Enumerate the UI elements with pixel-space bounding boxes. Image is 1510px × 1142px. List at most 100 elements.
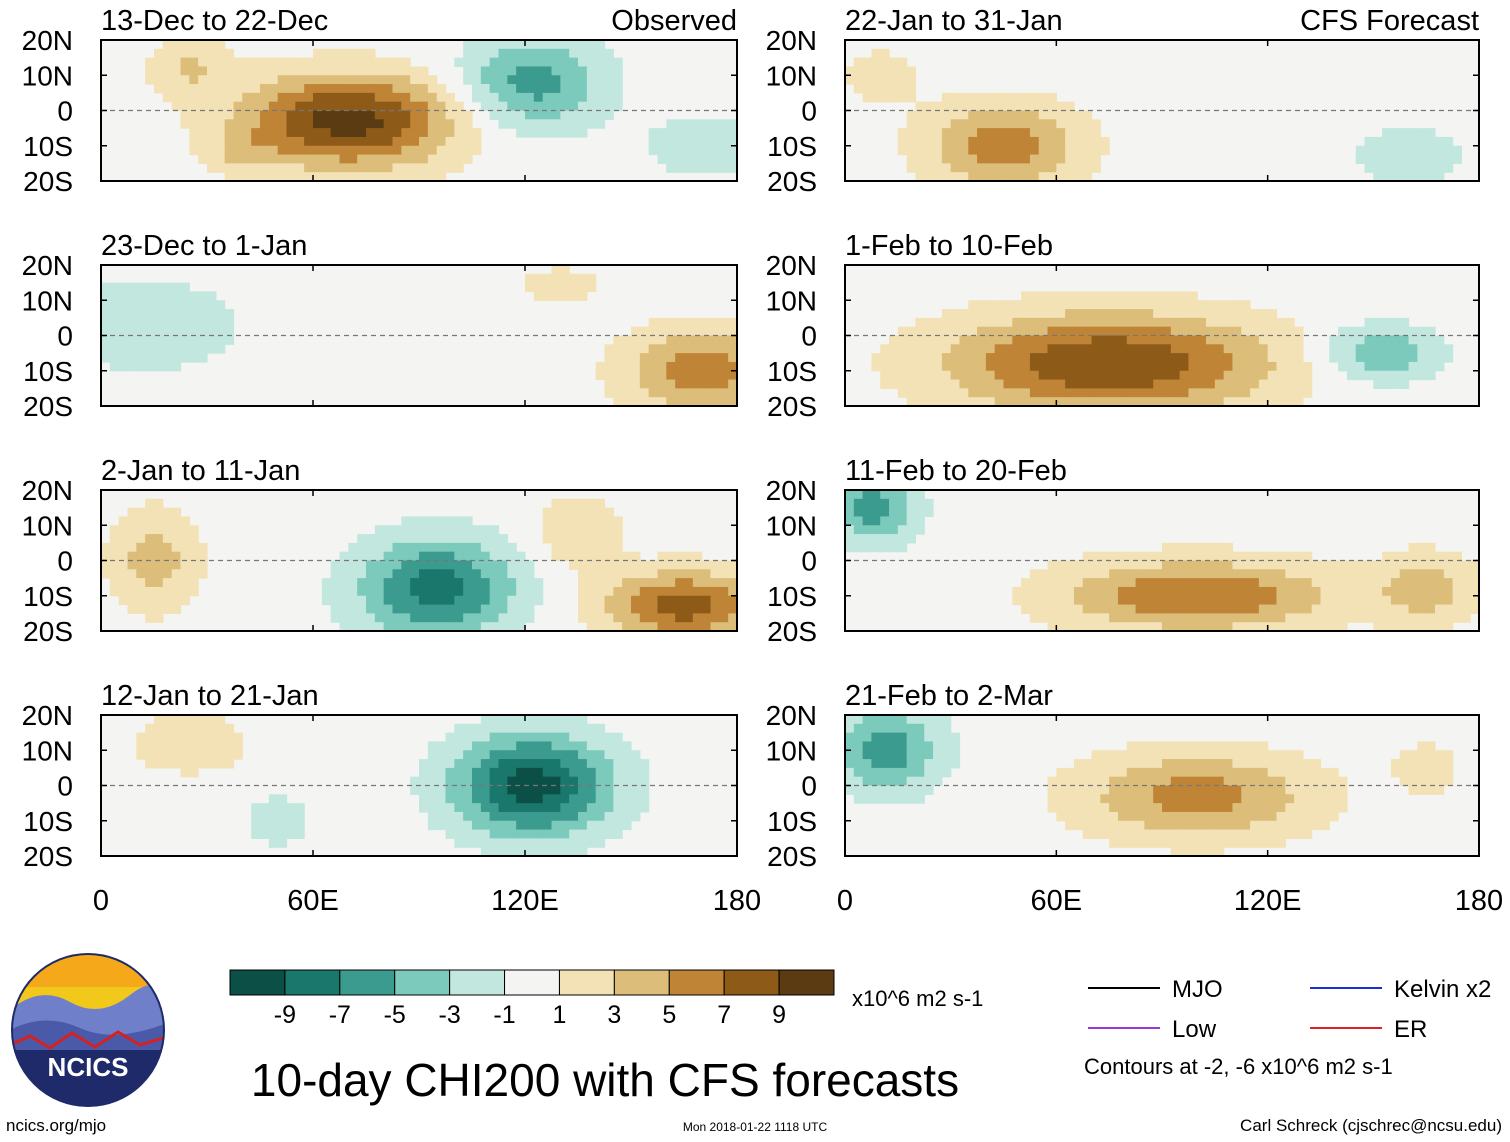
field-cell [1021,595,1031,606]
field-cell [1056,344,1066,354]
field-cell [1188,300,1198,310]
field-cell [639,326,650,337]
field-cell [1214,542,1225,553]
field-cell [304,84,314,94]
field-cell [489,101,500,112]
field-cell [242,163,252,173]
field-cell [977,154,987,164]
field-cell [1223,741,1234,751]
field-cell [675,136,685,147]
field-cell [924,767,934,778]
field-cell [1232,397,1242,406]
field-cell [224,66,235,76]
field-cell [845,525,855,535]
field-cell [648,604,659,614]
field-cell [198,732,208,743]
field-cell [551,128,561,138]
field-cell [1399,595,1410,606]
field-cell [657,560,667,570]
field-cell [1241,622,1251,631]
field-cell [295,75,305,85]
field-cell [1038,379,1049,389]
field-cell [366,622,376,631]
field-cell [1144,622,1154,631]
field-cell [1206,551,1216,562]
field-cell [897,57,908,68]
field-cell [1311,767,1322,778]
field-cell [862,794,873,804]
field-cell [454,110,464,120]
field-cell [472,741,482,751]
field-cell [321,66,332,76]
field-cell [419,75,429,85]
field-cell [1241,397,1251,406]
field-cell [613,613,623,623]
field-cell [1038,578,1049,588]
field-cell [198,723,208,734]
field-cell [1302,604,1313,614]
field-cell [1443,145,1454,156]
field-cell [162,326,173,337]
field-cell [171,48,182,59]
colorbar-swatch [284,969,341,996]
field-cell [1073,622,1084,631]
field-cell [1038,309,1049,319]
field-cell [1056,361,1066,372]
field-cell [880,534,890,544]
field-cell [401,604,411,614]
field-cell [1470,595,1479,606]
field-cell [889,759,899,769]
field-cell [1232,829,1242,839]
field-cell [427,110,438,120]
field-cell [613,516,623,526]
field-cell [1364,136,1374,147]
field-cell [880,723,890,734]
y-tick-label: 10S [23,131,73,162]
field-cell [613,578,623,588]
field-cell [728,353,737,363]
field-cell [906,723,917,734]
field-cell [215,309,226,319]
field-cell [578,767,588,778]
field-cell [330,172,341,181]
field-cell [666,388,676,398]
field-cell [666,370,676,381]
field-cell [419,560,429,570]
field-cell [189,75,199,85]
field-cell [1073,136,1084,147]
field-cell [1223,309,1234,319]
field-cell [692,326,703,337]
colorbar-swatch [504,969,560,996]
field-cell [1126,613,1137,623]
field-cell [1065,767,1075,778]
field-cell [853,750,864,760]
field-cell [339,163,349,173]
field-cell [1223,397,1234,406]
field-cell [516,811,526,822]
field-cell [330,128,341,138]
field-cell [127,586,137,597]
field-cell [595,370,606,381]
field-cell [260,820,270,831]
field-cell [1267,317,1278,328]
field-cell [330,154,341,164]
field-cell [427,803,438,813]
field-cell [171,300,182,310]
field-cell [1434,750,1445,760]
field-cell [586,516,597,526]
field-cell [507,595,517,606]
field-cell [260,66,270,76]
field-cell [427,551,438,562]
field-cell [1047,397,1057,406]
field-cell [1329,569,1339,579]
field-cell [233,57,243,68]
field-cell [1417,172,1427,181]
field-cell [701,578,712,588]
field-cell [419,163,429,173]
field-cell [994,92,1005,103]
footer-site[interactable]: ncics.org/mjo [6,1116,106,1135]
field-cell [1170,344,1181,354]
field-cell [1170,595,1181,606]
field-cell [1417,560,1427,570]
x-tick-label: 120E [491,885,559,917]
